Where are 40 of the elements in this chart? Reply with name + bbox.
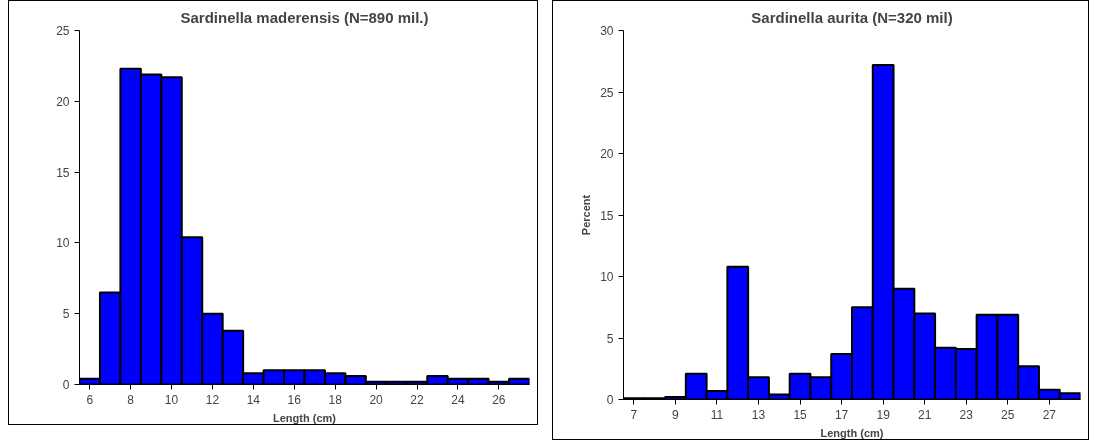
y-tick-label: 20	[56, 94, 70, 109]
x-tick-label: 10	[164, 392, 179, 407]
x-tick-label: 6	[86, 392, 94, 407]
x-axis-title: Length (cm)	[273, 411, 337, 424]
x-tick-label: 18	[328, 392, 343, 407]
x-tick-label: 11	[710, 407, 724, 422]
y-tick-label: 25	[600, 85, 614, 100]
x-tick-label: 26	[492, 392, 506, 407]
x-tick-label: 20	[369, 392, 384, 407]
x-tick-label: 17	[834, 407, 849, 422]
y-tick-label: 5	[606, 331, 614, 346]
y-tick-label: 20	[600, 147, 614, 161]
x-tick-label: 14	[246, 392, 261, 407]
x-tick-label: 23	[959, 407, 974, 422]
x-tick-label: 24	[451, 392, 465, 407]
x-tick-label: 13	[751, 407, 766, 422]
chart-title: Sardinella aurita (N=320 mil)	[751, 8, 953, 26]
x-tick-label: 22	[410, 392, 424, 407]
y-tick-label: 30	[600, 24, 614, 38]
y-tick-label: 10	[56, 236, 70, 251]
x-tick-label: 16	[287, 392, 302, 407]
y-tick-label: 0	[62, 378, 70, 392]
y-tick-label: 25	[56, 24, 70, 38]
x-tick-label: 27	[1042, 407, 1057, 422]
y-tick-label: 5	[62, 307, 70, 322]
x-tick-label: 19	[876, 407, 891, 422]
x-tick-label: 21	[918, 407, 932, 422]
y-tick-label: 10	[600, 270, 614, 284]
chart-title: Sardinella maderensis (N=890 mil.)	[180, 8, 429, 26]
x-tick-label: 8	[127, 392, 135, 407]
y-tick-label: 15	[600, 208, 614, 223]
x-axis-title: Length (cm)	[820, 426, 884, 439]
x-tick-label: 25	[1001, 407, 1015, 422]
x-tick-label: 9	[672, 407, 680, 422]
x-tick-label: 7	[630, 407, 638, 422]
y-tick-label: 15	[56, 165, 70, 180]
y-axis-title: Percent	[580, 194, 593, 236]
x-tick-label: 12	[205, 392, 220, 407]
x-tick-label: 15	[793, 407, 808, 422]
y-tick-label: 0	[606, 393, 614, 407]
